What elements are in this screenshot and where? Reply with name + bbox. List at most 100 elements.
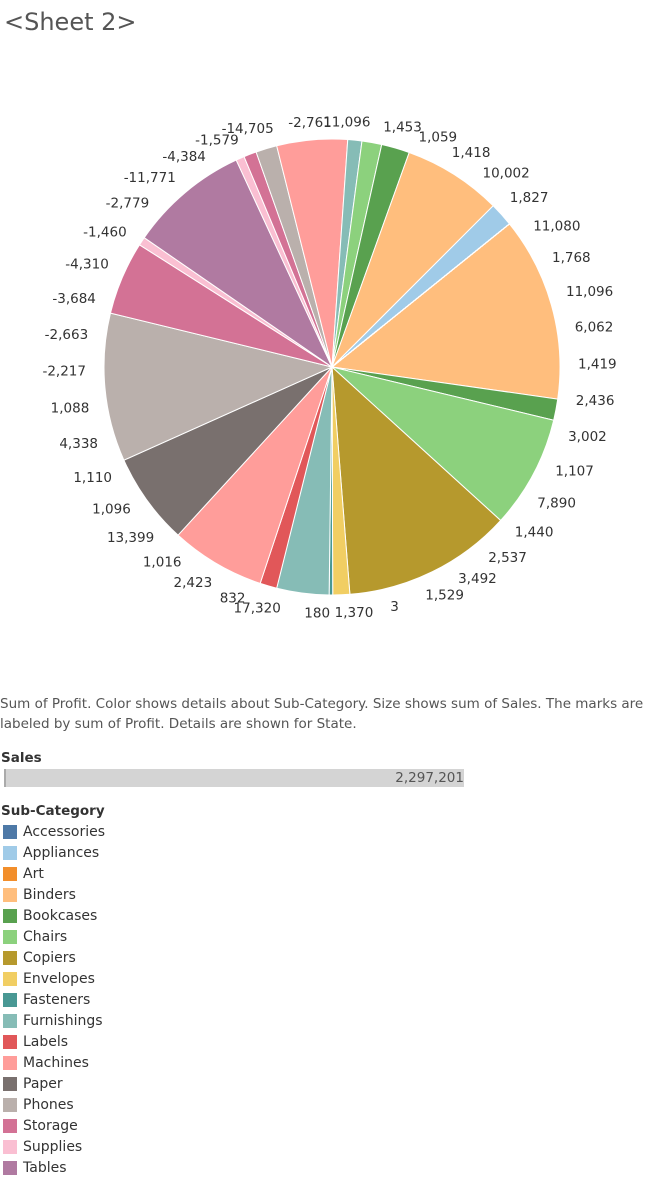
legend-item-bookcases[interactable]: Bookcases: [3, 905, 105, 926]
pie-label: 3,492: [458, 571, 497, 587]
legend-item-labels[interactable]: Labels: [3, 1031, 105, 1052]
pie-label: 1,110: [73, 470, 112, 486]
pie-label: 1,827: [510, 190, 549, 206]
pie-label: 1,529: [425, 588, 464, 604]
pie-slice-binders[interactable]: [330, 220, 561, 400]
pie-label: 13,399: [107, 530, 154, 546]
legend-label: Art: [23, 865, 44, 882]
legend-swatch: [3, 887, 17, 902]
pie-label: 3: [390, 599, 399, 615]
legend-label: Labels: [23, 1033, 69, 1050]
legend-item-furnishings[interactable]: Furnishings: [3, 1010, 105, 1031]
pie-label: 2,423: [174, 575, 213, 591]
legend-item-envelopes[interactable]: Envelopes: [3, 968, 105, 989]
pie-label: 4,338: [59, 436, 98, 452]
legend-swatch: [3, 824, 17, 839]
pie-label: 1,440: [515, 525, 554, 541]
legend-item-appliances[interactable]: Appliances: [3, 842, 105, 863]
pie-label: -1,579: [195, 132, 239, 148]
pie-label: 180: [304, 606, 330, 622]
legend-swatch: [3, 1097, 17, 1112]
legend-swatch: [3, 1160, 17, 1175]
legend-swatch: [3, 950, 17, 965]
legend-swatch: [3, 908, 17, 923]
pie-label: 1,107: [555, 463, 594, 479]
pie-label: 2,537: [488, 550, 527, 566]
pie-label: 832: [220, 590, 246, 606]
sales-total: 2,297,201: [395, 770, 464, 786]
legend-label: Supplies: [23, 1138, 83, 1155]
color-legend[interactable]: Accessories Appliances Art Binders Bookcases…: [3, 821, 105, 1178]
pie-label: 7,890: [537, 496, 576, 512]
legend-item-art[interactable]: Art: [3, 863, 105, 884]
legend-label: Bookcases: [23, 907, 98, 924]
legend-swatch: [3, 1034, 17, 1049]
pie-label: -11,771: [124, 170, 176, 186]
pie-label: 1,418: [452, 145, 491, 161]
legend-swatch: [3, 1013, 17, 1028]
pie-label: 1,453: [383, 119, 422, 135]
legend-label: Chairs: [23, 928, 68, 945]
legend-label: Machines: [23, 1054, 89, 1071]
legend-label: Envelopes: [23, 970, 95, 987]
pie-label: 11,096: [566, 284, 613, 300]
legend-label: Tables: [23, 1159, 67, 1176]
legend-item-binders[interactable]: Binders: [3, 884, 105, 905]
legend-item-copiers[interactable]: Copiers: [3, 947, 105, 968]
legend-swatch: [3, 845, 17, 860]
legend-item-accessories[interactable]: Accessories: [3, 821, 105, 842]
pie-label: 10,002: [483, 165, 530, 181]
pie-slice-phones[interactable]: [103, 312, 334, 461]
pie-label: 1,768: [552, 250, 591, 266]
legend-label: Paper: [23, 1075, 63, 1092]
legend-label: Fasteners: [23, 991, 91, 1008]
legend-swatch: [3, 1139, 17, 1154]
legend-swatch: [3, 971, 17, 986]
legend-swatch: [3, 929, 17, 944]
legend-item-tables[interactable]: Tables: [3, 1157, 105, 1178]
pie-label: -4,310: [65, 257, 109, 273]
legend-item-phones[interactable]: Phones: [3, 1094, 105, 1115]
legend-label: Appliances: [23, 844, 100, 861]
pie-label: 1,059: [419, 130, 458, 146]
pie-label: 1,370: [335, 605, 374, 621]
pie-slice-tables[interactable]: [143, 159, 334, 369]
pie-slice-appliances[interactable]: [331, 223, 510, 368]
pie-label: 6,062: [575, 320, 614, 336]
legend-swatch: [3, 1118, 17, 1133]
legend-label: Furnishings: [23, 1012, 103, 1029]
legend-label: Binders: [23, 886, 76, 903]
pie-label: 2,436: [576, 393, 615, 409]
legend-label: Accessories: [23, 823, 106, 840]
legend-item-storage[interactable]: Storage: [3, 1115, 105, 1136]
chart-caption: Sum of Profit. Color shows details about…: [0, 696, 644, 732]
legend-label: Phones: [23, 1096, 74, 1113]
legend-swatch: [3, 992, 17, 1007]
pie-label: -1,460: [83, 224, 127, 240]
legend-item-chairs[interactable]: Chairs: [3, 926, 105, 947]
legend-item-fasteners[interactable]: Fasteners: [3, 989, 105, 1010]
legend-item-supplies[interactable]: Supplies: [3, 1136, 105, 1157]
pie-label: 17,320: [234, 601, 281, 617]
pie-label: -2,761: [288, 115, 332, 131]
legend-item-machines[interactable]: Machines: [3, 1052, 105, 1073]
pie-label: 1,088: [51, 400, 90, 416]
pie-slice-chairs[interactable]: [331, 366, 555, 522]
pie-label: 1,016: [143, 555, 182, 571]
pie-label: -14,705: [222, 121, 274, 137]
pie-label: -2,217: [42, 364, 86, 380]
pie-label: -3,684: [52, 291, 96, 307]
pie-label: 3,002: [568, 429, 607, 445]
pie-label: -2,663: [45, 327, 89, 343]
legend-item-paper[interactable]: Paper: [3, 1073, 105, 1094]
pie-label: -2,779: [106, 195, 150, 211]
pie-slices[interactable]: [103, 138, 561, 596]
pie-label: 11,080: [533, 218, 580, 234]
legend-swatch: [3, 1076, 17, 1091]
sales-legend-title: Sales: [1, 750, 42, 766]
pie-label: 11,096: [323, 114, 370, 130]
pie-slice-copiers[interactable]: [331, 365, 502, 595]
legend-label: Storage: [23, 1117, 78, 1134]
